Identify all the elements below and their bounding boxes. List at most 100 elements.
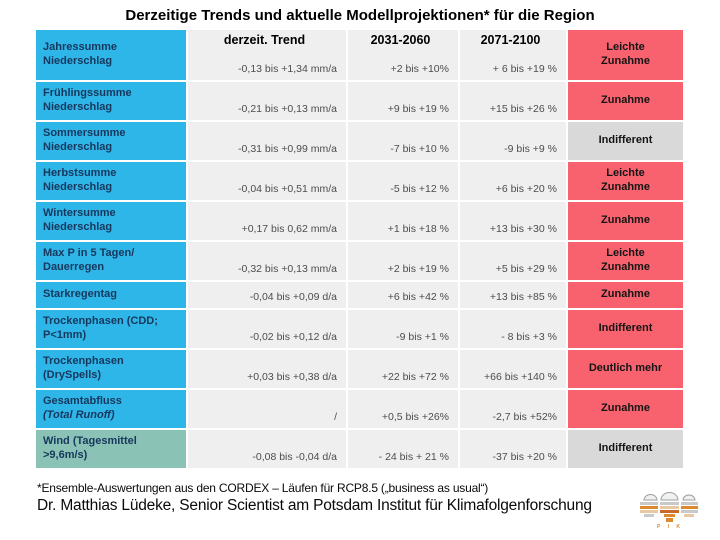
cell-value: +22 bis +72 % bbox=[381, 371, 449, 383]
row-label-line: Jahressumme bbox=[43, 41, 117, 54]
value-cell-p1: - 24 bis + 21 % bbox=[348, 430, 458, 468]
value-cell-trend: -0,04 bis +0,51 mm/a bbox=[188, 162, 346, 200]
value-cell-trend: -0,31 bis +0,99 mm/a bbox=[188, 122, 346, 160]
row-label: Max P in 5 Tagen/Dauerregen bbox=[36, 242, 186, 280]
credit-text: Dr. Matthias Lüdeke, Senior Scientist am… bbox=[37, 497, 592, 514]
cell-value: +6 bis +20 % bbox=[495, 183, 557, 195]
row-label-line: Wintersumme bbox=[43, 207, 116, 220]
assessment-badge: Zunahme bbox=[568, 390, 683, 428]
row-label-line: (Total Runoff) bbox=[43, 409, 115, 421]
table-row: Jahressumme Niederschlag derzeit. Trend -0,… bbox=[36, 30, 683, 80]
value-cell-trend: derzeit. Trend -0,13 bis +1,34 mm/a bbox=[188, 30, 346, 80]
table-row: Max P in 5 Tagen/Dauerregen -0,32 bis +0,… bbox=[36, 242, 683, 280]
row-label: Wind (Tagesmittel >9,6m/s) bbox=[36, 430, 186, 468]
pik-logo-icon bbox=[640, 492, 698, 522]
value-cell-p1: -5 bis +12 % bbox=[348, 162, 458, 200]
assessment-badge: Zunahme bbox=[568, 202, 683, 240]
value-cell-trend: / bbox=[188, 390, 346, 428]
cell-value: - 24 bis + 21 % bbox=[378, 451, 449, 463]
assessment-badge: Indifferent bbox=[568, 310, 683, 348]
row-label-line: Gesamtabfluss bbox=[43, 395, 122, 408]
slide-title: Derzeitige Trends und aktuelle Modellpro… bbox=[125, 7, 595, 24]
row-label: Trockenphasen (DrySpells) bbox=[36, 350, 186, 388]
value-cell-p1: +6 bis +42 % bbox=[348, 282, 458, 308]
cell-value: +0,17 bis 0,62 mm/a bbox=[241, 223, 337, 235]
table-row: Starkregentag -0,04 bis +0,09 d/a +6 bis +… bbox=[36, 282, 683, 308]
row-label: Gesamtabfluss (Total Runoff) bbox=[36, 390, 186, 428]
cell-value: -9 bis +1 % bbox=[396, 331, 449, 343]
value-cell-trend: -0,32 bis +0,13 mm/a bbox=[188, 242, 346, 280]
cell-value: -0,04 bis +0,51 mm/a bbox=[238, 183, 337, 195]
value-cell-trend: +0,03 bis +0,38 d/a bbox=[188, 350, 346, 388]
row-label: Sommersumme Niederschlag bbox=[36, 122, 186, 160]
assessment-badge: Zunahme bbox=[568, 282, 683, 308]
cell-value: -0,02 bis +0,12 d/a bbox=[249, 331, 337, 343]
value-cell-p1: +9 bis +19 % bbox=[348, 82, 458, 120]
cell-value: -0,31 bis +0,99 mm/a bbox=[238, 143, 337, 155]
cell-value: -5 bis +12 % bbox=[390, 183, 449, 195]
table-row: Herbstsumme Niederschlag -0,04 bis +0,51 m… bbox=[36, 162, 683, 200]
cell-value: -0,32 bis +0,13 mm/a bbox=[238, 263, 337, 275]
assessment-badge: Zunahme bbox=[568, 82, 683, 120]
table-row: Trockenphasen (CDD; P<1mm) -0,02 bis +0,12… bbox=[36, 310, 683, 348]
cell-value: +13 bis +85 % bbox=[489, 291, 557, 303]
value-cell-trend: -0,08 bis -0,04 d/a bbox=[188, 430, 346, 468]
cell-value: -0,04 bis +0,09 d/a bbox=[249, 291, 337, 303]
row-label-line: Wind (Tagesmittel bbox=[43, 435, 137, 448]
value-cell-trend: +0,17 bis 0,62 mm/a bbox=[188, 202, 346, 240]
table-row: Wind (Tagesmittel >9,6m/s) -0,08 bis -0,04… bbox=[36, 430, 683, 468]
cell-value: -9 bis +9 % bbox=[504, 143, 557, 155]
value-cell-p2: +6 bis +20 % bbox=[460, 162, 566, 200]
value-cell-p1: +0,5 bis +26% bbox=[348, 390, 458, 428]
cell-value: -0,08 bis -0,04 d/a bbox=[252, 451, 337, 463]
table-row: Trockenphasen (DrySpells) +0,03 bis +0,38 … bbox=[36, 350, 683, 388]
cell-value: -0,21 bis +0,13 mm/a bbox=[238, 103, 337, 115]
value-cell-p2: +13 bis +30 % bbox=[460, 202, 566, 240]
row-label-line: Niederschlag bbox=[43, 55, 113, 67]
cell-value: -37 bis +20 % bbox=[492, 451, 558, 463]
value-cell-trend: -0,21 bis +0,13 mm/a bbox=[188, 82, 346, 120]
cell-value: +2 bis +19 % bbox=[387, 263, 449, 275]
value-cell-p2: -2,7 bis +52% bbox=[460, 390, 566, 428]
value-cell-p2: 2071-2100 + 6 bis +19 % bbox=[460, 30, 566, 80]
row-label-line: Sommersumme bbox=[43, 127, 126, 140]
assessment-badge: Indifferent bbox=[568, 430, 683, 468]
value-cell-p2: +5 bis +29 % bbox=[460, 242, 566, 280]
cell-value: +0,03 bis +0,38 d/a bbox=[247, 371, 337, 383]
row-label: Frühlingssumme Niederschlag bbox=[36, 82, 186, 120]
column-header-p1: 2031-2060 bbox=[370, 33, 431, 47]
assessment-badge: Leichte Zunahme bbox=[568, 242, 683, 280]
row-label-line: Niederschlag bbox=[43, 181, 113, 193]
row-label-line: Niederschlag bbox=[43, 141, 113, 153]
value-cell-p1: +1 bis +18 % bbox=[348, 202, 458, 240]
row-label-line: >9,6m/s) bbox=[43, 449, 88, 461]
cell-value: + 6 bis +19 % bbox=[492, 63, 557, 75]
value-cell-p2: -9 bis +9 % bbox=[460, 122, 566, 160]
cell-value: +0,5 bis +26% bbox=[381, 411, 449, 423]
value-cell-p2: +13 bis +85 % bbox=[460, 282, 566, 308]
footnote-text: *Ensemble-Auswertungen aus den CORDEX – … bbox=[37, 481, 489, 495]
assessment-badge: Indifferent bbox=[568, 122, 683, 160]
cell-value: -7 bis +10 % bbox=[390, 143, 449, 155]
row-label-line: Trockenphasen (CDD; bbox=[43, 315, 158, 328]
value-cell-p1: -7 bis +10 % bbox=[348, 122, 458, 160]
value-cell-trend: -0,04 bis +0,09 d/a bbox=[188, 282, 346, 308]
row-label-line: Max P in 5 Tagen/ bbox=[43, 247, 135, 260]
row-label-line: Starkregentag bbox=[43, 288, 117, 301]
table-row: Gesamtabfluss (Total Runoff) / +0,5 bis +26… bbox=[36, 390, 683, 428]
row-label-line: P<1mm) bbox=[43, 329, 87, 341]
row-label-line: (DrySpells) bbox=[43, 369, 102, 381]
row-label: Jahressumme Niederschlag bbox=[36, 30, 186, 80]
value-cell-p2: - 8 bis +3 % bbox=[460, 310, 566, 348]
cell-value: +9 bis +19 % bbox=[387, 103, 449, 115]
row-label: Trockenphasen (CDD; P<1mm) bbox=[36, 310, 186, 348]
cell-value: - 8 bis +3 % bbox=[501, 331, 557, 343]
assessment-badge: Leichte Zunahme bbox=[568, 30, 683, 80]
row-label-line: Frühlingssumme bbox=[43, 87, 132, 100]
row-label-line: Niederschlag bbox=[43, 101, 113, 113]
assessment-badge: Leichte Zunahme bbox=[568, 162, 683, 200]
cell-value: -2,7 bis +52% bbox=[492, 411, 558, 423]
value-cell-p2: -37 bis +20 % bbox=[460, 430, 566, 468]
assessment-badge: Deutlich mehr bbox=[568, 350, 683, 388]
value-cell-p1: 2031-2060 +2 bis +10% bbox=[348, 30, 458, 80]
